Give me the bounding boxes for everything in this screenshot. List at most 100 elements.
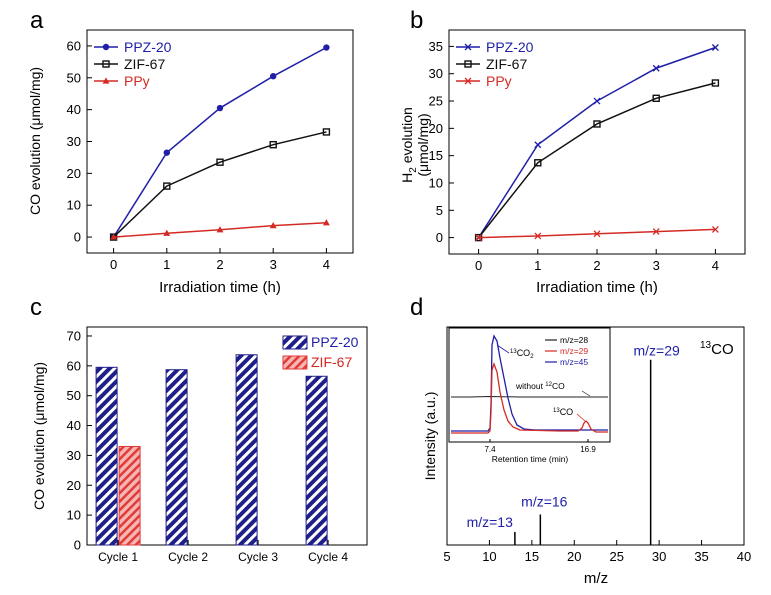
data-point — [534, 232, 542, 240]
x-axis-label-a: Irradiation time (h) — [159, 279, 281, 296]
inset-tick-label: 16.9 — [580, 445, 596, 454]
inset-legend-label-mz29: m/z=29 — [560, 346, 588, 356]
data-point — [652, 64, 660, 72]
legend-label: PPZ-20 — [486, 39, 534, 55]
inset-trace-mz28 — [451, 395, 608, 398]
x-tick-label: Cycle 2 — [168, 550, 208, 564]
inset-x-axis-label: Retention time (min) — [492, 454, 569, 464]
legend-swatch — [282, 335, 308, 350]
annotation-13co-sup: 13 — [700, 340, 712, 351]
inset-annotation-without-arrow — [581, 390, 591, 397]
x-tick-label: 10 — [482, 549, 496, 564]
inset-annotation-13co2-sup: 13 — [510, 349, 517, 355]
bar — [235, 354, 258, 546]
inset-annotation-13co2-sub: 2 — [530, 354, 534, 360]
y-axis-label-c-text: CO evolution (μmol/mg) — [31, 362, 47, 510]
legend-swatch — [282, 355, 308, 370]
legend-marker — [464, 60, 472, 68]
panel-a: 0 1 2 3 4 0 10 20 30 40 50 60 Irradiation time (h)… — [27, 29, 354, 296]
data-point — [652, 228, 660, 236]
y-tick-label: 30 — [429, 66, 443, 81]
x-tick-label: 2 — [593, 258, 600, 273]
inset-annotation-13co-main: CO — [560, 407, 574, 417]
y-tick-label: 10 — [429, 175, 443, 190]
peak-label: m/z=16 — [521, 493, 568, 509]
inset-annotation-without-text: without — [515, 381, 545, 391]
inset-annotation-13co2: 13CO2 — [510, 348, 534, 360]
data-point — [269, 222, 277, 229]
data-point — [711, 225, 719, 233]
inset-trace-mz29 — [451, 362, 608, 434]
bar — [305, 375, 328, 546]
y-tick-label: 50 — [67, 70, 81, 85]
x-tick-label: 2 — [216, 257, 223, 272]
x-tick-label: 25 — [609, 549, 623, 564]
legend-marker — [464, 43, 472, 51]
y-tick-label: 30 — [67, 134, 81, 149]
inset-annotation-without-12co: without 12CO — [515, 381, 565, 391]
y-tick-label: 30 — [67, 448, 81, 463]
x-tick-label: Cycle 3 — [238, 550, 278, 564]
x-tick-label: 1 — [163, 257, 170, 272]
x-tick-label: 1 — [534, 258, 541, 273]
inset-frame — [448, 327, 611, 443]
x-tick-label: Cycle 1 — [98, 550, 138, 564]
annotation-13co: 13CO — [700, 340, 734, 358]
data-point — [163, 149, 170, 156]
data-point — [711, 44, 719, 51]
legend-label: PPy — [486, 73, 512, 89]
x-tick-label: 4 — [712, 258, 719, 273]
y-tick-label: 5 — [436, 203, 443, 218]
inset: 7.4 16.9 Retention time (min) m/z=28 m/z… — [448, 327, 611, 464]
data-point — [322, 128, 331, 136]
inset-ticks — [489, 439, 589, 442]
x-tick-labels-c: Cycle 1 Cycle 2 Cycle 3 Cycle 4 — [98, 540, 348, 564]
series-line — [113, 131, 327, 238]
x-axis-label-d: m/z — [584, 570, 608, 587]
data-point — [269, 140, 277, 149]
plot-frame-d — [446, 326, 745, 546]
data-point — [652, 94, 660, 102]
legend-label: PPZ-20 — [124, 39, 172, 55]
legend-label: ZIF-67 — [311, 354, 352, 370]
y-tick-label: 15 — [429, 148, 443, 163]
x-ticks-d: 5 10 15 20 25 30 35 40 — [443, 540, 751, 564]
peak-label: m/z=29 — [634, 343, 681, 359]
bar — [95, 366, 118, 546]
y-axis-label-b-rest: evolution — [399, 107, 415, 167]
inset-annotation-without-main: CO — [552, 381, 565, 391]
legend-label: PPZ-20 — [311, 334, 359, 350]
inset-annotation-without-sup: 12 — [545, 382, 552, 388]
inset-annotation-13co2-main: CO — [517, 348, 531, 358]
y-tick-label: 20 — [429, 121, 443, 136]
y-tick-label: 0 — [74, 230, 81, 245]
y-tick-label: 60 — [67, 358, 81, 373]
x-tick-label: 0 — [110, 257, 117, 272]
bar — [165, 369, 188, 546]
data-point — [163, 182, 171, 190]
inset-legend-label-mz28: m/z=28 — [560, 335, 588, 345]
inset-annotation-13co: 13CO — [553, 407, 573, 417]
y-tick-label: 20 — [67, 166, 81, 181]
inset-annotation-13co-sup: 13 — [553, 408, 560, 414]
y-tick-label: 0 — [74, 538, 81, 553]
y-tick-label: 10 — [67, 508, 81, 523]
y-axis-label-b: H2 evolution (μmol/mg) — [399, 107, 431, 183]
legend-label: ZIF-67 — [124, 56, 165, 72]
data-point — [270, 72, 277, 80]
y-tick-label: 50 — [67, 388, 81, 403]
x-tick-label: 35 — [694, 549, 708, 564]
legend-marker — [102, 60, 110, 68]
data-point — [323, 44, 330, 51]
legend-marker — [464, 77, 472, 85]
x-tick-label: 4 — [323, 257, 330, 272]
y-ticks-a: 0 10 20 30 40 50 60 — [67, 38, 92, 245]
panel-label-a: a — [30, 7, 44, 34]
data-point — [534, 141, 542, 149]
y-tick-label: 70 — [67, 328, 81, 343]
y-axis-label-d: Intensity (a.u.) — [422, 392, 438, 481]
data-point — [323, 219, 330, 226]
panel-label-b: b — [410, 7, 423, 34]
